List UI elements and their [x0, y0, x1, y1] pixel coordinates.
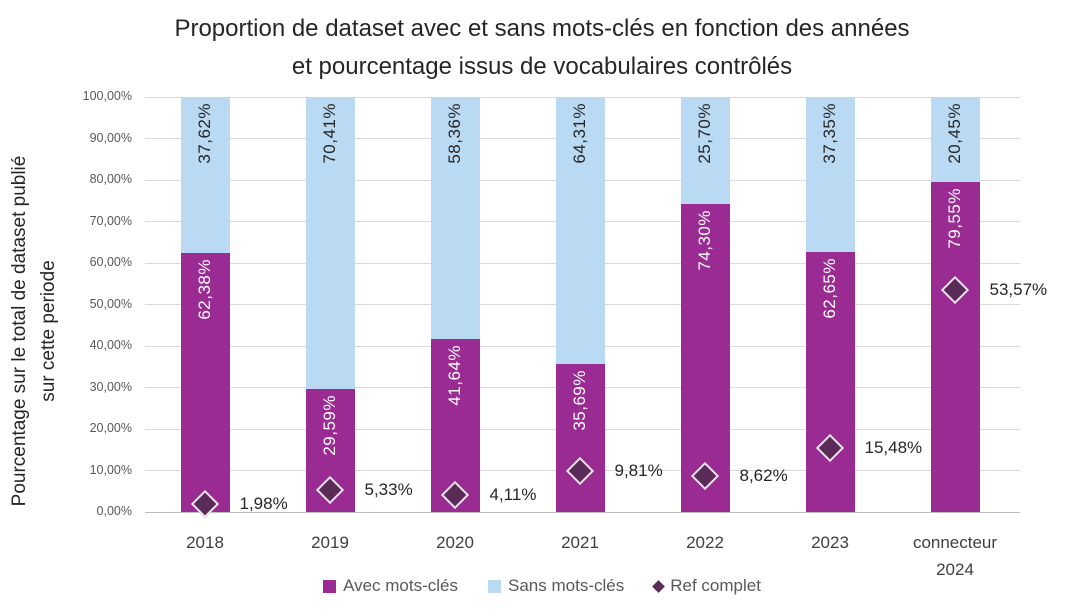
bar-segment-avec-mots-cles	[680, 203, 730, 512]
ref-value-label: 15,48%	[864, 437, 923, 457]
bar-segment-sans-mots-cles	[805, 97, 855, 252]
bar-value-label-sans: 20,45%	[945, 103, 964, 164]
bar-value-label-sans: 37,35%	[820, 103, 839, 164]
x-axis-label: 2021	[561, 533, 599, 552]
y-tick-label: 0,00%	[96, 504, 132, 518]
y-tick-label: 20,00%	[89, 421, 132, 435]
chart-title-line2: et pourcentage issus de vocabulaires con…	[291, 53, 793, 80]
bar-value-label-sans: 25,70%	[695, 103, 714, 164]
bar-value-label-avec: 62,65%	[820, 258, 839, 319]
bar-segment-avec-mots-cles	[555, 363, 605, 512]
legend-item: Ref complet	[652, 576, 761, 596]
bar-value-label-avec: 35,69%	[570, 369, 589, 431]
ref-value-label: 4,11%	[489, 484, 537, 504]
bar-value-label-sans: 64,31%	[570, 103, 589, 164]
x-axis-label: 2018	[186, 533, 224, 552]
bar-segment-sans-mots-cles	[930, 97, 980, 182]
bar-value-label-avec: 41,64%	[445, 345, 464, 406]
bar-value-label-sans: 37,62%	[195, 103, 214, 164]
bar-value-label-avec: 79,55%	[945, 187, 964, 249]
bar-segment-sans-mots-cles	[680, 97, 730, 204]
y-tick-label: 30,00%	[89, 379, 132, 394]
bar-segment-sans-mots-cles	[430, 97, 480, 340]
y-tick-label: 60,00%	[89, 255, 132, 269]
bar-value-label-avec: 62,38%	[195, 259, 214, 320]
y-axis-title-line1: Pourcentage sur le total de dataset publ…	[9, 155, 30, 507]
x-axis-label: 2023	[811, 533, 849, 552]
y-axis-title-line2: sur cette periode	[38, 260, 59, 402]
ref-value-label: 8,62%	[739, 466, 788, 486]
y-tick-label: 70,00%	[89, 213, 132, 228]
chart-title: Proportion de dataset avec et sans mots-…	[0, 10, 1084, 86]
y-tick-label: 100,00%	[82, 89, 132, 103]
x-axis-label: 2020	[436, 533, 474, 552]
y-tick-label: 90,00%	[89, 130, 132, 145]
y-tick-label: 40,00%	[89, 338, 132, 352]
ref-value-label: 9,81%	[614, 461, 663, 481]
legend-label: Sans mots-clés	[508, 576, 625, 595]
legend-item: Avec mots-clés	[323, 576, 458, 596]
legend-square-icon	[488, 579, 502, 593]
x-axis-label: connecteur 2024	[912, 533, 998, 579]
bar-value-label-sans: 58,36%	[445, 103, 464, 164]
x-axis-line	[145, 511, 1020, 513]
y-tick-label: 80,00%	[89, 172, 132, 186]
chart-legend: Avec mots-clés Sans mots-clés Ref complet	[0, 576, 1084, 596]
bar-value-label-avec: 29,59%	[320, 395, 339, 456]
y-tick-label: 10,00%	[89, 462, 132, 477]
y-tick-label: 50,00%	[89, 296, 132, 311]
ref-value-label: 5,33%	[364, 479, 413, 499]
bar-segment-sans-mots-cles	[305, 97, 355, 390]
bar-segment-avec-mots-cles	[805, 252, 855, 512]
y-axis-title: Pourcentage sur le total de dataset publ…	[5, 91, 63, 571]
bar-segment-sans-mots-cles	[555, 97, 605, 364]
bar-segment-avec-mots-cles	[180, 253, 230, 512]
bar-value-label-sans: 70,41%	[320, 103, 339, 164]
ref-value-label: 1,98%	[239, 493, 288, 513]
legend-item: Sans mots-clés	[488, 576, 624, 596]
bar-segment-sans-mots-cles	[180, 97, 230, 254]
chart-title-line1: Proportion de dataset avec et sans mots-…	[174, 15, 910, 42]
legend-square-icon	[323, 579, 337, 593]
x-axis-label: 2022	[686, 533, 724, 552]
ref-value-label: 53,57%	[989, 279, 1048, 299]
legend-label: Avec mots-clés	[343, 576, 459, 595]
bar-segment-avec-mots-cles	[930, 181, 980, 512]
legend-diamond-icon	[652, 579, 666, 593]
bar-value-label-avec: 74,30%	[695, 209, 714, 271]
legend-label: Ref complet	[670, 576, 761, 595]
x-axis-label: 2019	[311, 533, 349, 552]
